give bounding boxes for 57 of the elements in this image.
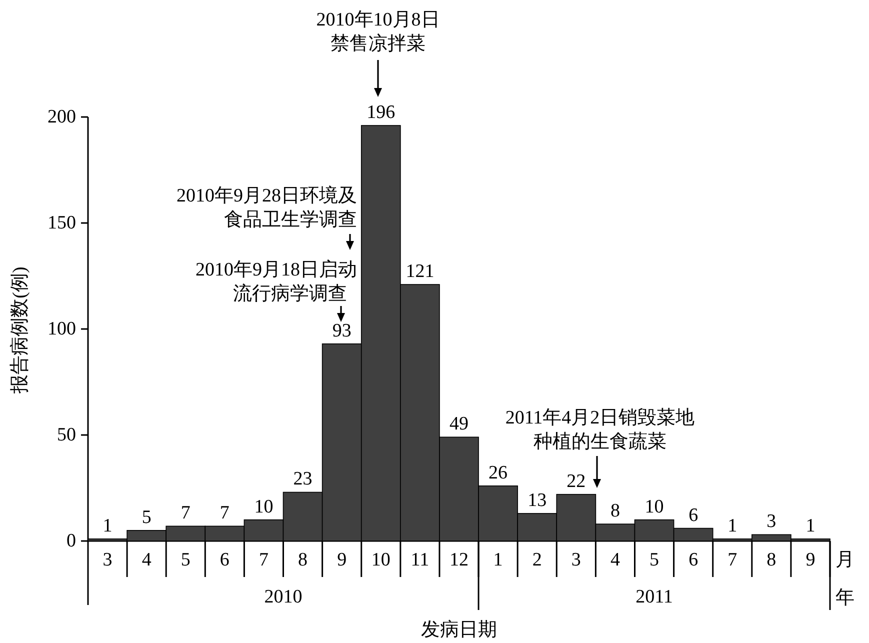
annotation: 2011年4月2日销毁菜地: [505, 408, 695, 428]
x-tick-label: 11: [410, 550, 430, 570]
x-tick-label: 3: [102, 550, 112, 570]
x-tick-label: 6: [688, 550, 698, 570]
data-label: 10: [644, 496, 664, 518]
x-tick-label: 2: [532, 550, 542, 570]
x-tick-label: 5: [180, 550, 190, 570]
annotation: 2010年9月18日启动: [196, 258, 357, 280]
data-label: 3: [766, 511, 776, 532]
text: 2010年10月8日: [316, 10, 440, 30]
data-label: 6: [688, 504, 698, 526]
y-tick-label: 200: [48, 106, 76, 128]
x-tick-label: 1: [493, 550, 503, 570]
text: 2011: [636, 586, 673, 608]
y-tick-label: 50: [57, 424, 76, 446]
data-label: 13: [528, 490, 547, 511]
data-label: 5: [142, 506, 152, 528]
data-label: 10: [254, 496, 274, 518]
x-tick-label: 4: [610, 550, 620, 570]
data-label: 23: [293, 468, 312, 490]
data-label: 121: [406, 260, 434, 282]
x-tick-label: 6: [220, 550, 230, 570]
annotation: 种植的生食蔬菜: [534, 432, 666, 452]
data-label: 26: [488, 462, 508, 484]
x-tick-label: 9: [806, 550, 816, 570]
data-label: 49: [450, 414, 468, 435]
y-tick-label: 150: [48, 212, 76, 234]
x-tick-label: 10: [371, 550, 390, 570]
y-tick-label: 100: [48, 318, 76, 340]
data-label: 8: [610, 500, 620, 522]
x-tick-label: 8: [766, 550, 776, 570]
annotation: 2010年9月28日环境及: [176, 184, 357, 206]
data-label: 7: [180, 502, 190, 524]
x-tick-label: 12: [450, 550, 468, 570]
data-label: 93: [332, 320, 352, 342]
data-label: 196: [366, 102, 396, 123]
x-tick-label: 9: [337, 550, 347, 570]
y-axis-title: 报告病例数(例): [10, 266, 30, 394]
x-tick-label: 8: [298, 550, 308, 570]
text: 月: [836, 550, 854, 570]
text: 2010: [264, 586, 302, 608]
text: 禁售凉拌菜: [330, 32, 426, 54]
x-tick-label: 3: [571, 550, 581, 570]
data-label: 1: [806, 515, 816, 536]
x-tick-label: 7: [728, 550, 738, 570]
data-label: 22: [566, 470, 586, 492]
y-tick-label: 0: [66, 530, 76, 552]
x-tick-label: 4: [142, 550, 152, 570]
annotation: 食品卫生学调查: [224, 210, 357, 230]
x-tick-label: 5: [650, 550, 660, 570]
x-axis-title: 发病日期: [421, 620, 497, 640]
data-label: 1: [102, 515, 112, 536]
data-label: 1: [728, 515, 738, 536]
text: 年: [836, 588, 854, 608]
x-tick-label: 7: [258, 550, 268, 570]
annotation: 流行病学调查: [233, 282, 347, 304]
data-label: 7: [220, 502, 230, 524]
